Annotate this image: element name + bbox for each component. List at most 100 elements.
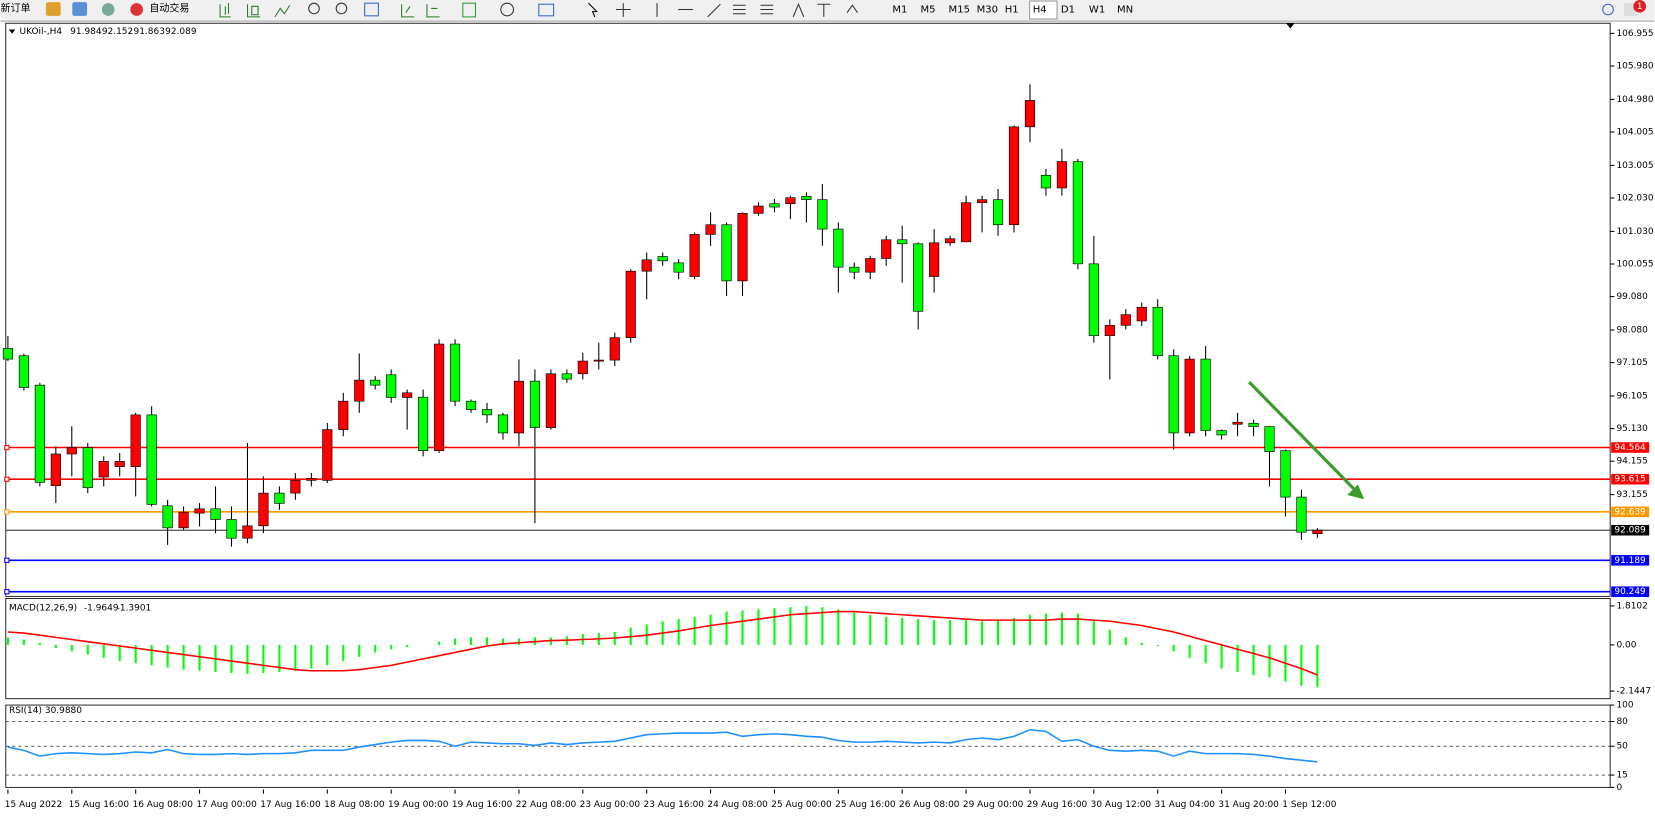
icon[interactable] — [45, 2, 61, 16]
candle-body — [1184, 358, 1195, 434]
timeframe-button[interactable]: H1 — [1005, 4, 1019, 15]
timeframe-button[interactable]: M5 — [920, 4, 935, 15]
arrow-line — [1248, 380, 1355, 490]
new-order-button[interactable]: 新订单 — [1, 1, 31, 14]
x-tick-label: 25 Aug 16:00 — [835, 800, 896, 810]
candle-body — [833, 228, 844, 268]
alert-count: 1 — [1637, 1, 1642, 11]
icon[interactable] — [760, 4, 774, 15]
macd-bar — [22, 639, 25, 645]
ohlc-readout: 92.089 — [165, 27, 197, 37]
candle-body — [801, 196, 812, 200]
y-tick-label: 50 — [1616, 742, 1628, 752]
icon[interactable] — [426, 4, 440, 18]
ohlc-readout: 92.152 — [102, 27, 133, 37]
y-tick-label: 98.080 — [1616, 326, 1648, 336]
candle-body — [705, 224, 716, 235]
timeframe-button[interactable]: M30 — [977, 4, 998, 15]
candle-body — [322, 429, 333, 481]
x-tick-label: 17 Aug 00:00 — [196, 800, 257, 810]
x-tick-label: 23 Aug 00:00 — [580, 800, 641, 810]
x-tick-label: 19 Aug 00:00 — [388, 800, 449, 810]
auto-trading-button[interactable]: 自动交易 — [149, 1, 189, 14]
macd-bar — [1252, 644, 1255, 676]
y-tick-label: 96.105 — [1616, 392, 1647, 402]
candle-body — [18, 355, 29, 388]
candle-body — [402, 392, 413, 398]
auto-trading-icon[interactable] — [130, 3, 144, 16]
x-tick-label: 29 Aug 16:00 — [1027, 800, 1088, 810]
icon[interactable] — [401, 4, 415, 18]
macd-bar — [853, 612, 856, 645]
candle-body — [146, 414, 157, 505]
candle-body — [50, 453, 61, 487]
alert-badge[interactable] — [1633, 0, 1647, 13]
timeframe-button[interactable]: H4 — [1033, 4, 1047, 15]
candle-body — [625, 270, 636, 339]
candle-body — [513, 380, 525, 434]
icon[interactable] — [219, 3, 231, 18]
timeframe-button[interactable]: MN — [1117, 4, 1133, 15]
chart-shift-marker[interactable] — [1286, 23, 1295, 29]
candle-body — [1168, 355, 1179, 434]
icon[interactable] — [538, 3, 555, 17]
indicator-value: -1.9649 — [84, 603, 119, 613]
candle-body — [290, 480, 301, 494]
icon[interactable] — [462, 2, 477, 18]
candle-body — [1216, 430, 1227, 436]
candle-body — [130, 414, 141, 468]
candle-body — [1088, 263, 1099, 337]
icon[interactable] — [246, 4, 261, 18]
macd-bar — [1044, 613, 1047, 645]
macd-bar — [198, 644, 201, 671]
timeframe-button[interactable]: M1 — [892, 4, 907, 15]
icon[interactable] — [817, 3, 831, 17]
trend-arrow[interactable] — [1248, 380, 1365, 500]
toolbar-icons — [219, 2, 859, 18]
candle-body — [434, 343, 445, 451]
timeframe-button[interactable]: D1 — [1061, 4, 1075, 15]
y-tick-label: 99.080 — [1616, 292, 1648, 302]
icon[interactable] — [308, 2, 320, 15]
icon[interactable] — [101, 3, 115, 16]
search-icon[interactable] — [1602, 3, 1614, 16]
icon[interactable] — [846, 4, 859, 13]
y-tick-label: 104.980 — [1616, 95, 1653, 105]
macd-bar — [773, 608, 776, 645]
candle-body — [641, 259, 652, 272]
macd-bar — [438, 641, 441, 645]
y-tick-label: 104.005 — [1616, 127, 1653, 137]
icon[interactable] — [733, 4, 746, 15]
macd-bar — [230, 644, 233, 673]
macd-bar — [693, 616, 696, 645]
macd-bar — [6, 637, 9, 645]
level-label: 92.639 — [1614, 507, 1646, 517]
macd-bar — [901, 617, 904, 645]
candle-body — [1152, 306, 1163, 357]
candle-body — [465, 400, 477, 410]
icon[interactable] — [588, 2, 599, 18]
candle-body — [66, 447, 77, 455]
level-tag — [1611, 555, 1650, 566]
icon[interactable] — [335, 2, 348, 15]
y-tick-label: 93.155 — [1616, 490, 1647, 500]
icon[interactable] — [792, 2, 805, 18]
macd-bar — [134, 644, 137, 664]
icon[interactable] — [364, 2, 379, 17]
icon[interactable] — [274, 4, 291, 18]
icon[interactable] — [500, 2, 515, 17]
icon[interactable] — [72, 2, 88, 16]
icon[interactable] — [615, 3, 631, 17]
icon[interactable] — [707, 3, 721, 18]
candle-body — [721, 224, 732, 282]
candle-body — [769, 203, 780, 208]
macd-bar — [454, 638, 457, 645]
timeframe-button[interactable]: W1 — [1089, 4, 1105, 15]
timeframe-button[interactable]: M15 — [949, 4, 970, 15]
macd-bar — [996, 620, 1000, 645]
y-tick-label: 80 — [1616, 717, 1628, 727]
macd-bar — [1268, 644, 1271, 678]
macd-bar — [70, 644, 73, 652]
macd-bar — [1108, 629, 1111, 645]
macd-bar — [885, 616, 888, 645]
